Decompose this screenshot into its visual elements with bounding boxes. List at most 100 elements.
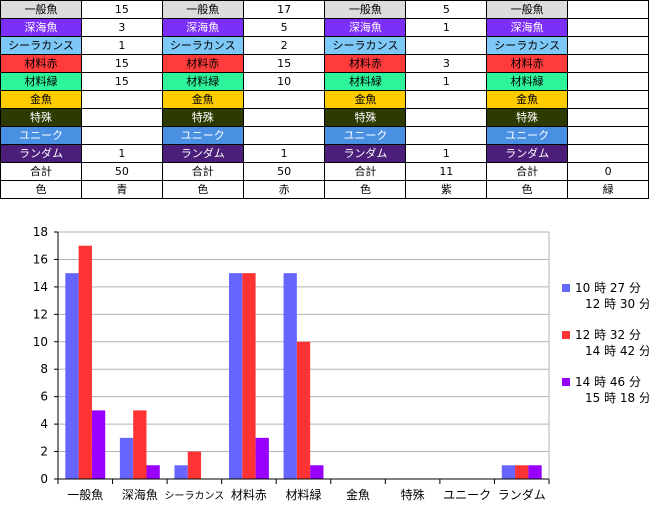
value-cell[interactable]: 1 (405, 144, 488, 163)
row-label-cell[interactable]: 金魚 (161, 90, 244, 109)
row-label-cell[interactable]: 金魚 (486, 90, 569, 109)
row-label-cell[interactable]: 合計 (324, 162, 407, 181)
row-label-cell[interactable]: シーラカンス (486, 36, 569, 55)
value-cell[interactable] (567, 54, 649, 73)
row-label-cell[interactable]: 一般魚 (161, 0, 244, 19)
row-label-cell[interactable]: 合計 (161, 162, 244, 181)
value-cell[interactable] (405, 36, 488, 55)
value-cell[interactable]: 2 (242, 36, 326, 55)
row-label-cell[interactable]: 深海魚 (0, 18, 82, 37)
value-cell[interactable]: 3 (80, 18, 163, 37)
value-cell[interactable] (567, 90, 649, 109)
value-cell[interactable]: 15 (242, 54, 326, 73)
value-cell[interactable]: 15 (80, 54, 163, 73)
value-cell[interactable] (80, 108, 163, 127)
value-cell[interactable]: 1 (242, 144, 326, 163)
row-label-cell[interactable]: 色 (486, 180, 569, 199)
row-label-cell[interactable]: 金魚 (0, 90, 82, 109)
value-cell[interactable]: 50 (242, 162, 326, 181)
row-label-cell[interactable]: 色 (161, 180, 244, 199)
row-label-cell[interactable]: 合計 (486, 162, 569, 181)
row-label-cell[interactable]: 材料赤 (324, 54, 407, 73)
x-tick-label: 材料緑 (285, 487, 321, 502)
value-cell[interactable] (567, 36, 649, 55)
value-cell[interactable]: 17 (242, 0, 326, 19)
row-label-cell[interactable]: 色 (0, 180, 82, 199)
row-label-cell[interactable]: 特殊 (161, 108, 244, 127)
row-label-cell[interactable]: ユニーク (161, 126, 244, 145)
value-cell[interactable]: 5 (405, 0, 488, 19)
value-cell[interactable]: 15 (80, 0, 163, 19)
value-cell[interactable] (567, 72, 649, 91)
value-cell[interactable]: 1 (405, 18, 488, 37)
row-label-cell[interactable]: ランダム (0, 144, 82, 163)
row-label-cell[interactable]: 合計 (0, 162, 82, 181)
value-cell[interactable] (80, 90, 163, 109)
table-row: 特殊 特殊 特殊 特殊 (0, 108, 649, 127)
value-cell[interactable]: 10 (242, 72, 326, 91)
value-cell[interactable]: 0 (567, 162, 649, 181)
value-cell[interactable] (80, 126, 163, 145)
row-label-cell[interactable]: 金魚 (324, 90, 407, 109)
row-label-cell[interactable]: シーラカンス (324, 36, 407, 55)
row-label-cell[interactable]: 材料緑 (324, 72, 407, 91)
row-label-cell[interactable]: 材料緑 (161, 72, 244, 91)
value-cell[interactable]: 紫 (405, 180, 488, 199)
row-label-cell[interactable]: 深海魚 (324, 18, 407, 37)
value-cell[interactable] (405, 126, 488, 145)
row-label-cell[interactable]: 材料赤 (486, 54, 569, 73)
legend-swatch (562, 378, 570, 386)
row-label-cell[interactable]: 材料赤 (0, 54, 82, 73)
value-cell[interactable] (405, 108, 488, 127)
row-label-cell[interactable]: ユニーク (486, 126, 569, 145)
legend-swatch (562, 284, 570, 292)
legend-label: 12 時 32 分 14 時 42 分 (575, 328, 649, 358)
row-label-cell[interactable]: 特殊 (0, 108, 82, 127)
row-label-cell[interactable]: 特殊 (324, 108, 407, 127)
x-tick-label: 特殊 (401, 487, 425, 502)
row-label-cell[interactable]: 材料赤 (161, 54, 244, 73)
value-cell[interactable] (567, 144, 649, 163)
row-label-cell[interactable]: 材料緑 (0, 72, 82, 91)
row-label-cell[interactable]: ユニーク (324, 126, 407, 145)
row-label-cell[interactable]: 一般魚 (324, 0, 407, 19)
row-label-cell[interactable]: 一般魚 (0, 0, 82, 19)
value-cell[interactable]: 50 (80, 162, 163, 181)
spreadsheet-table: 一般魚 15 一般魚 17 一般魚 5 一般魚 深海魚 3 深海魚 5 深海魚 1 深海魚 シーラカンス 1 シ… (0, 0, 649, 199)
table-row: ユニーク ユニーク ユニーク ユニーク (0, 126, 649, 145)
value-cell[interactable]: 1 (80, 36, 163, 55)
row-label-cell[interactable]: ランダム (486, 144, 569, 163)
value-cell[interactable]: 赤 (242, 180, 326, 199)
value-cell[interactable]: 青 (80, 180, 163, 199)
value-cell[interactable]: 11 (405, 162, 488, 181)
value-cell[interactable]: 1 (405, 72, 488, 91)
value-cell[interactable] (242, 108, 326, 127)
row-label-cell[interactable]: 深海魚 (161, 18, 244, 37)
row-label-cell[interactable]: 深海魚 (486, 18, 569, 37)
row-label-cell[interactable]: 一般魚 (486, 0, 569, 19)
value-cell[interactable] (567, 108, 649, 127)
row-label-cell[interactable]: ランダム (324, 144, 407, 163)
x-tick-label: ユニーク (443, 488, 491, 502)
value-cell[interactable]: 3 (405, 54, 488, 73)
value-cell[interactable]: 15 (80, 72, 163, 91)
value-cell[interactable] (567, 18, 649, 37)
value-cell[interactable] (405, 90, 488, 109)
value-cell[interactable]: 1 (80, 144, 163, 163)
value-cell[interactable] (567, 0, 649, 19)
row-label-cell[interactable]: シーラカンス (0, 36, 82, 55)
bar (528, 465, 542, 479)
row-label-cell[interactable]: ランダム (161, 144, 244, 163)
row-label-cell[interactable]: 特殊 (486, 108, 569, 127)
value-cell[interactable] (242, 90, 326, 109)
row-label-cell[interactable]: シーラカンス (161, 36, 244, 55)
row-label-cell[interactable]: ユニーク (0, 126, 82, 145)
y-tick-label: 10 (33, 335, 48, 349)
value-cell[interactable] (567, 126, 649, 145)
value-cell[interactable] (242, 126, 326, 145)
row-label-cell[interactable]: 色 (324, 180, 407, 199)
row-label-cell[interactable]: 材料緑 (486, 72, 569, 91)
value-cell[interactable]: 5 (242, 18, 326, 37)
y-axis-ticks: 0 2 4 6 8 10 12 14 16 18 (33, 225, 58, 486)
value-cell[interactable]: 緑 (567, 180, 649, 199)
